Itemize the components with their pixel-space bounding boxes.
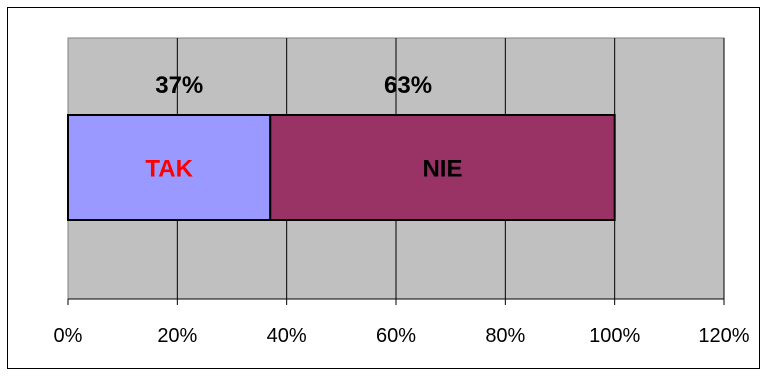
bar-nie: [269, 114, 616, 221]
x-tick-label-6: 120%: [698, 325, 749, 347]
x-tick-label-0: 0%: [54, 325, 83, 347]
percent-label-nie: 63%: [384, 72, 432, 99]
bar-label-tak: TAK: [145, 156, 193, 183]
x-axis: 0% 20% 40% 60% 80% 100% 120%: [54, 298, 750, 347]
percent-label-tak: 37%: [155, 72, 203, 99]
bar-series: TAK NIE: [67, 114, 616, 221]
x-tick-label-3: 60%: [376, 325, 416, 347]
x-tick-label-4: 80%: [485, 325, 525, 347]
x-tick-label-5: 100%: [589, 325, 640, 347]
x-tick-label-2: 40%: [267, 325, 307, 347]
x-tick-label-1: 20%: [157, 325, 197, 347]
bar-label-nie: NIE: [422, 156, 462, 183]
percent-labels: 37% 63%: [155, 72, 432, 99]
